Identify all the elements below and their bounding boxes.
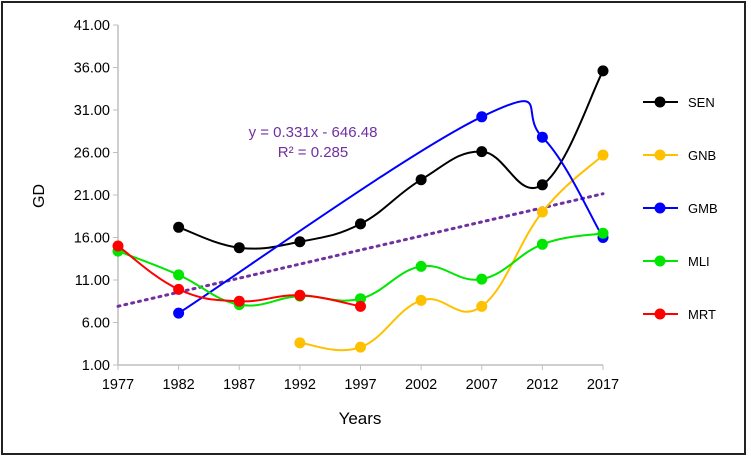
x-tick-label: 1977 bbox=[102, 377, 134, 393]
x-tick-label: 1992 bbox=[284, 377, 316, 393]
data-point bbox=[294, 289, 306, 301]
x-tick-label: 1997 bbox=[344, 377, 376, 393]
data-point bbox=[173, 307, 185, 319]
legend-marker bbox=[654, 255, 666, 267]
x-tick-label: 2012 bbox=[526, 377, 558, 393]
data-point bbox=[173, 283, 185, 295]
data-point bbox=[597, 65, 609, 77]
legend-marker bbox=[654, 308, 666, 320]
data-point bbox=[476, 111, 488, 123]
trendline bbox=[116, 192, 605, 308]
data-point bbox=[597, 149, 609, 161]
y-tick-label: 6.00 bbox=[82, 316, 110, 332]
data-point bbox=[476, 146, 488, 158]
y-tick-label: 31.00 bbox=[74, 103, 110, 119]
data-point bbox=[415, 260, 427, 272]
legend-marker bbox=[654, 202, 666, 214]
data-point bbox=[597, 227, 609, 239]
data-point bbox=[536, 131, 548, 143]
y-tick-label: 16.00 bbox=[74, 231, 110, 247]
y-tick-label: 21.00 bbox=[74, 188, 110, 204]
legend-marker bbox=[654, 96, 666, 108]
series-gnb bbox=[294, 149, 609, 353]
y-tick-label: 26.00 bbox=[74, 146, 110, 162]
data-point bbox=[173, 269, 185, 281]
y-tick-label: 41.00 bbox=[74, 18, 110, 34]
legend-label: MLI bbox=[688, 254, 710, 269]
y-tick-label: 11.00 bbox=[75, 273, 110, 289]
x-tick-label: 2002 bbox=[405, 377, 437, 393]
data-point bbox=[112, 240, 124, 252]
data-point bbox=[233, 295, 245, 307]
trend-equation: y = 0.331x - 646.48 bbox=[249, 124, 378, 141]
data-point bbox=[173, 221, 185, 233]
x-tick-label: 1987 bbox=[223, 377, 255, 393]
data-point bbox=[415, 294, 427, 306]
legend-marker bbox=[654, 149, 666, 161]
series-sen bbox=[173, 65, 609, 254]
data-point bbox=[355, 341, 366, 353]
legend-label: GNB bbox=[688, 148, 716, 163]
data-point bbox=[536, 206, 548, 218]
x-tick-label: 1982 bbox=[162, 377, 194, 393]
x-tick-label: 2007 bbox=[466, 377, 498, 393]
legend-label: MRT bbox=[688, 307, 716, 322]
data-point bbox=[536, 179, 548, 191]
data-point bbox=[233, 242, 245, 254]
x-tick-label: 2017 bbox=[587, 377, 619, 393]
data-point bbox=[536, 238, 548, 250]
data-point bbox=[355, 218, 366, 230]
x-axis-label: Years bbox=[339, 409, 382, 428]
legend-label: SEN bbox=[688, 95, 715, 110]
trend-r2: R² = 0.285 bbox=[278, 144, 348, 161]
data-point bbox=[294, 236, 306, 248]
y-tick-label: 1.00 bbox=[82, 358, 110, 374]
data-point bbox=[415, 174, 427, 186]
series-mrt bbox=[112, 240, 366, 312]
data-point bbox=[476, 273, 488, 285]
data-point bbox=[294, 337, 306, 349]
series-line bbox=[178, 70, 604, 250]
series-mli bbox=[112, 227, 609, 311]
data-point bbox=[476, 300, 488, 312]
y-tick-label: 36.00 bbox=[74, 61, 110, 77]
series-line bbox=[178, 100, 604, 314]
data-point bbox=[355, 293, 366, 305]
legend-label: GMB bbox=[688, 201, 718, 216]
data-point bbox=[355, 300, 366, 312]
y-axis-label: GD bbox=[31, 184, 48, 208]
